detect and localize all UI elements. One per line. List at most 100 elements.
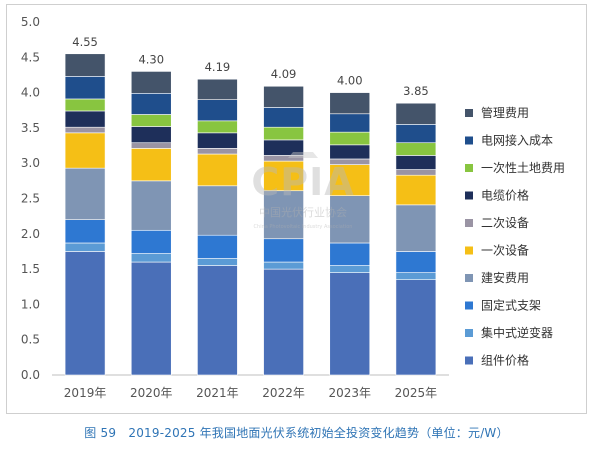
bar-segment xyxy=(329,131,371,146)
bar-segment xyxy=(329,242,371,266)
bar-segment xyxy=(130,229,172,254)
legend-swatch xyxy=(465,329,473,337)
bar-segment xyxy=(263,261,304,270)
bar-segment xyxy=(329,195,371,244)
bar-segment xyxy=(64,132,106,169)
y-tick-label: 0.0 xyxy=(21,368,40,382)
legend-swatch xyxy=(465,274,473,282)
legend-item-label: 二次设备 xyxy=(481,216,529,230)
x-tick-label: 2023年 xyxy=(328,386,371,400)
y-tick-label: 3.0 xyxy=(21,156,40,170)
bar-segment xyxy=(64,110,106,128)
bar-segment xyxy=(130,261,172,376)
bar-segment xyxy=(130,180,172,231)
bar-segment xyxy=(197,148,238,155)
bar-segment xyxy=(263,126,304,141)
legend-item-label: 管理费用 xyxy=(481,105,529,120)
bar-segment xyxy=(395,279,437,376)
bar-segment xyxy=(197,120,238,134)
bar-segment xyxy=(64,242,106,252)
bar-segment xyxy=(197,153,238,187)
bar-segment xyxy=(263,190,304,240)
x-tick-label: 2020年 xyxy=(130,386,173,400)
bar-segment xyxy=(329,265,371,273)
bar-segment xyxy=(395,124,437,144)
y-tick-label: 3.5 xyxy=(21,121,40,135)
bar-segment xyxy=(263,85,304,108)
legend-item-label: 组件价格 xyxy=(481,353,529,368)
legend-swatch xyxy=(465,109,473,117)
legend-swatch xyxy=(465,356,473,365)
x-tick-label: 2022年 xyxy=(262,386,305,400)
bar-total-label: 4.09 xyxy=(271,67,297,81)
bar-segment xyxy=(263,107,304,128)
bar-total-label: 4.55 xyxy=(72,35,98,49)
bar-total-label: 4.19 xyxy=(205,60,231,74)
bar-segment xyxy=(395,174,437,206)
bar-segment xyxy=(263,238,304,263)
stacked-bar-chart: 0.0 0.5 1.0 1.5 2.0 2.5 3.0 3.5 4.0 4.5 5.0 4.55 201… xyxy=(21,15,565,400)
bar-segment xyxy=(197,234,238,259)
bar-segment xyxy=(329,164,371,196)
legend-item-label: 电缆价格 xyxy=(481,188,529,203)
x-tick-label: 2019年 xyxy=(64,386,107,400)
bar-segment xyxy=(395,142,437,156)
bar-segment xyxy=(395,102,437,125)
y-tick-label: 1.0 xyxy=(21,297,40,311)
legend-swatch xyxy=(465,191,473,200)
bar-segment xyxy=(130,93,172,115)
bar-segment xyxy=(263,160,304,192)
bar-segment xyxy=(130,71,172,94)
y-tick-label: 4.5 xyxy=(21,50,40,64)
bar-segment xyxy=(329,113,371,133)
bar-segment xyxy=(130,114,172,127)
bar-segment xyxy=(64,126,106,134)
bar-segment xyxy=(395,169,437,176)
legend-swatch xyxy=(465,164,473,172)
bar-segment xyxy=(130,126,172,144)
bar-segment xyxy=(130,142,172,149)
bar-segment xyxy=(329,144,371,160)
y-tick-label: 2.5 xyxy=(21,192,40,206)
figure-caption: 图 59 2019-2025 年我国地面光伏系统初始全投资变化趋势（单位：元/W… xyxy=(84,426,509,440)
legend-item-label: 集中式逆变器 xyxy=(481,325,553,340)
bar-segment xyxy=(263,139,304,156)
bar-segment xyxy=(130,148,172,182)
legend-item-label: 一次性土地费用 xyxy=(481,161,565,175)
bar-segment xyxy=(197,99,238,122)
legend-item-label: 建安费用 xyxy=(481,270,529,285)
y-tick-label: 2.0 xyxy=(21,227,40,241)
bar-segment xyxy=(130,253,172,263)
bar-segment xyxy=(329,92,371,115)
bar-total-label: 4.30 xyxy=(138,52,164,66)
chart-frame: 0.0 0.5 1.0 1.5 2.0 2.5 3.0 3.5 4.0 4.5 5.0 4.55 201… xyxy=(6,4,587,414)
legend-swatch xyxy=(465,136,473,145)
bar-segment xyxy=(64,53,106,77)
y-tick-label: 0.5 xyxy=(21,333,40,347)
legend-item-label: 电网接入成本 xyxy=(481,133,553,148)
bar-segment xyxy=(197,258,238,266)
y-tick-label: 5.0 xyxy=(21,15,40,29)
bar-total-label: 3.85 xyxy=(403,84,429,98)
legend-swatch xyxy=(465,301,473,310)
bar-segment xyxy=(395,204,437,252)
bar-segment xyxy=(197,185,238,236)
bar-segment xyxy=(329,272,371,376)
bar-segment xyxy=(64,251,106,376)
bar-segment xyxy=(197,78,238,100)
bar-segment xyxy=(64,167,106,220)
bar-total-label: 4.00 xyxy=(337,74,363,88)
x-tick-label: 2021年 xyxy=(196,386,239,400)
bar-segment xyxy=(395,155,437,170)
bar-segment xyxy=(64,219,106,244)
bar-segment xyxy=(197,265,238,376)
bar-segment xyxy=(64,98,106,112)
bar-segment xyxy=(263,268,304,376)
bar-segment xyxy=(395,272,437,280)
bar-segment xyxy=(197,132,238,149)
y-tick-label: 4.0 xyxy=(21,86,40,100)
legend-swatch xyxy=(465,246,473,255)
y-tick-label: 1.5 xyxy=(21,262,40,276)
bar-segment xyxy=(263,155,304,162)
bar-segment xyxy=(395,251,437,273)
